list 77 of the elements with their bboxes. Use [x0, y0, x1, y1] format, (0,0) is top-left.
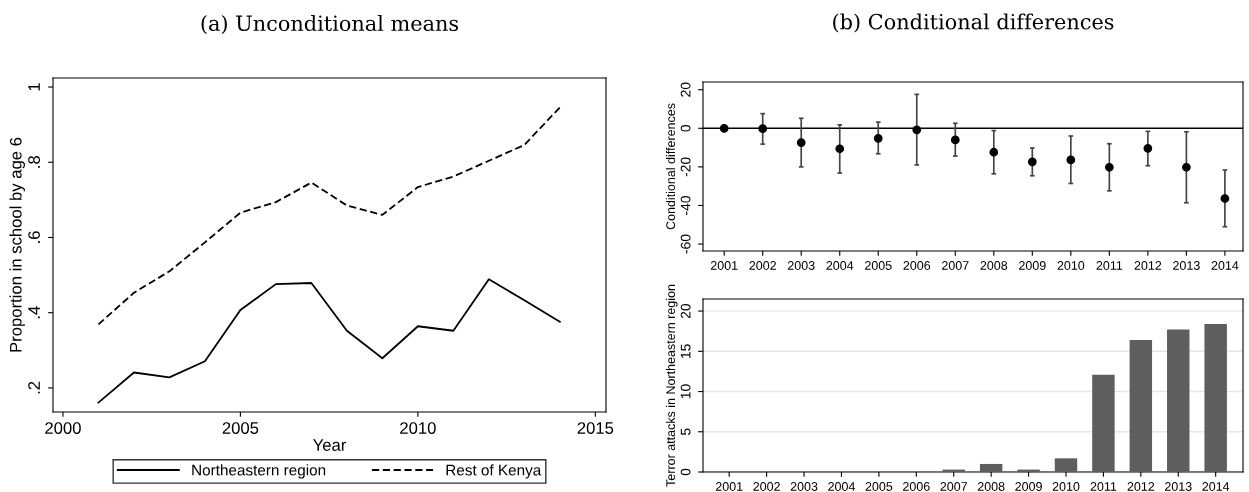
- line-series: [97, 278, 561, 404]
- point: [1027, 157, 1037, 167]
- y-tick-label: 20: [680, 303, 691, 319]
- x-tick-label: 2002: [753, 482, 780, 491]
- point: [1143, 143, 1153, 153]
- bar: [1092, 374, 1115, 472]
- point: [950, 135, 960, 145]
- point: [835, 144, 845, 154]
- x-tick-label: 2010: [400, 422, 436, 434]
- x-tick-label: 2011: [1096, 261, 1123, 270]
- x-tick-label: 2006: [903, 482, 930, 491]
- chart-title: (b) Conditional differences: [833, 13, 1114, 33]
- point: [796, 138, 806, 147]
- legend-label: Northeastern region: [192, 464, 326, 479]
- bar: [979, 463, 1003, 472]
- point: [873, 133, 883, 143]
- y-axis-title: Terror attacks in Northeastern region: [665, 284, 678, 487]
- y-tick-label: -60: [680, 234, 691, 254]
- x-tick-label: 2008: [980, 261, 1008, 270]
- x-tick-label: 2012: [1127, 482, 1155, 491]
- x-tick-label: 2008: [977, 482, 1005, 491]
- bar: [1054, 458, 1078, 472]
- bar: [1167, 329, 1190, 472]
- x-tick-label: 2007: [942, 261, 969, 270]
- y-tick-label: -40: [680, 195, 691, 215]
- point: [1066, 155, 1076, 165]
- x-tick-label: 2005: [222, 422, 259, 434]
- legend-label: Rest of Kenya: [446, 464, 542, 479]
- y-tick-label: 15: [680, 344, 691, 358]
- x-tick-label: 2004: [826, 261, 854, 270]
- x-tick-label: 2001: [710, 261, 738, 270]
- point: [1182, 162, 1191, 172]
- x-tick-label: 2000: [45, 422, 81, 434]
- y-tick-label: 0: [680, 124, 691, 132]
- x-tick-label: 2010: [1057, 261, 1085, 270]
- y-tick-label: 0: [680, 468, 691, 476]
- y-tick-label: 20: [680, 82, 691, 97]
- point: [1104, 162, 1114, 172]
- line-series: [97, 106, 561, 326]
- x-tick-label: 2012: [1134, 261, 1162, 270]
- point: [719, 123, 729, 133]
- x-axis-title: Year: [313, 439, 347, 451]
- x-tick-label: 2014: [1211, 261, 1239, 270]
- x-tick-label: 2005: [864, 261, 892, 270]
- y-axis-title: Conditional differences: [665, 103, 676, 230]
- bar: [1129, 340, 1153, 472]
- chart-title: (a) Unconditional means: [201, 14, 459, 35]
- x-tick-label: 2005: [865, 482, 893, 491]
- x-tick-label: 2009: [1019, 261, 1046, 270]
- y-axis-title: Proportion in school by age 6: [9, 137, 25, 352]
- y-tick-label: .2: [28, 381, 40, 394]
- x-tick-label: 2004: [828, 482, 855, 491]
- y-tick-label: .6: [28, 231, 40, 243]
- x-tick-label: 2013: [1173, 261, 1200, 270]
- bar: [1204, 323, 1227, 472]
- x-tick-label: 2002: [749, 261, 776, 270]
- x-tick-label: 2006: [903, 261, 931, 270]
- y-tick-label: 1: [28, 83, 40, 91]
- point: [912, 125, 922, 135]
- x-tick-label: 2014: [1202, 482, 1230, 491]
- point: [1220, 194, 1230, 203]
- y-tick-label: 10: [680, 384, 691, 399]
- x-tick-label: 2013: [1164, 482, 1192, 491]
- x-tick-label: 2015: [577, 422, 614, 434]
- x-tick-label: 2009: [1015, 482, 1042, 491]
- x-tick-label: 2003: [787, 261, 815, 270]
- x-tick-label: 2010: [1052, 482, 1080, 491]
- y-tick-label: .4: [28, 306, 40, 319]
- x-tick-label: 2003: [790, 482, 818, 491]
- x-tick-label: 2011: [1090, 482, 1117, 491]
- x-tick-label: 2001: [715, 482, 743, 491]
- point: [758, 124, 768, 134]
- y-tick-label: -20: [680, 157, 691, 177]
- x-tick-label: 2007: [940, 482, 968, 491]
- point: [989, 147, 999, 157]
- y-tick-label: 5: [680, 428, 691, 436]
- y-tick-label: .8: [28, 156, 40, 168]
